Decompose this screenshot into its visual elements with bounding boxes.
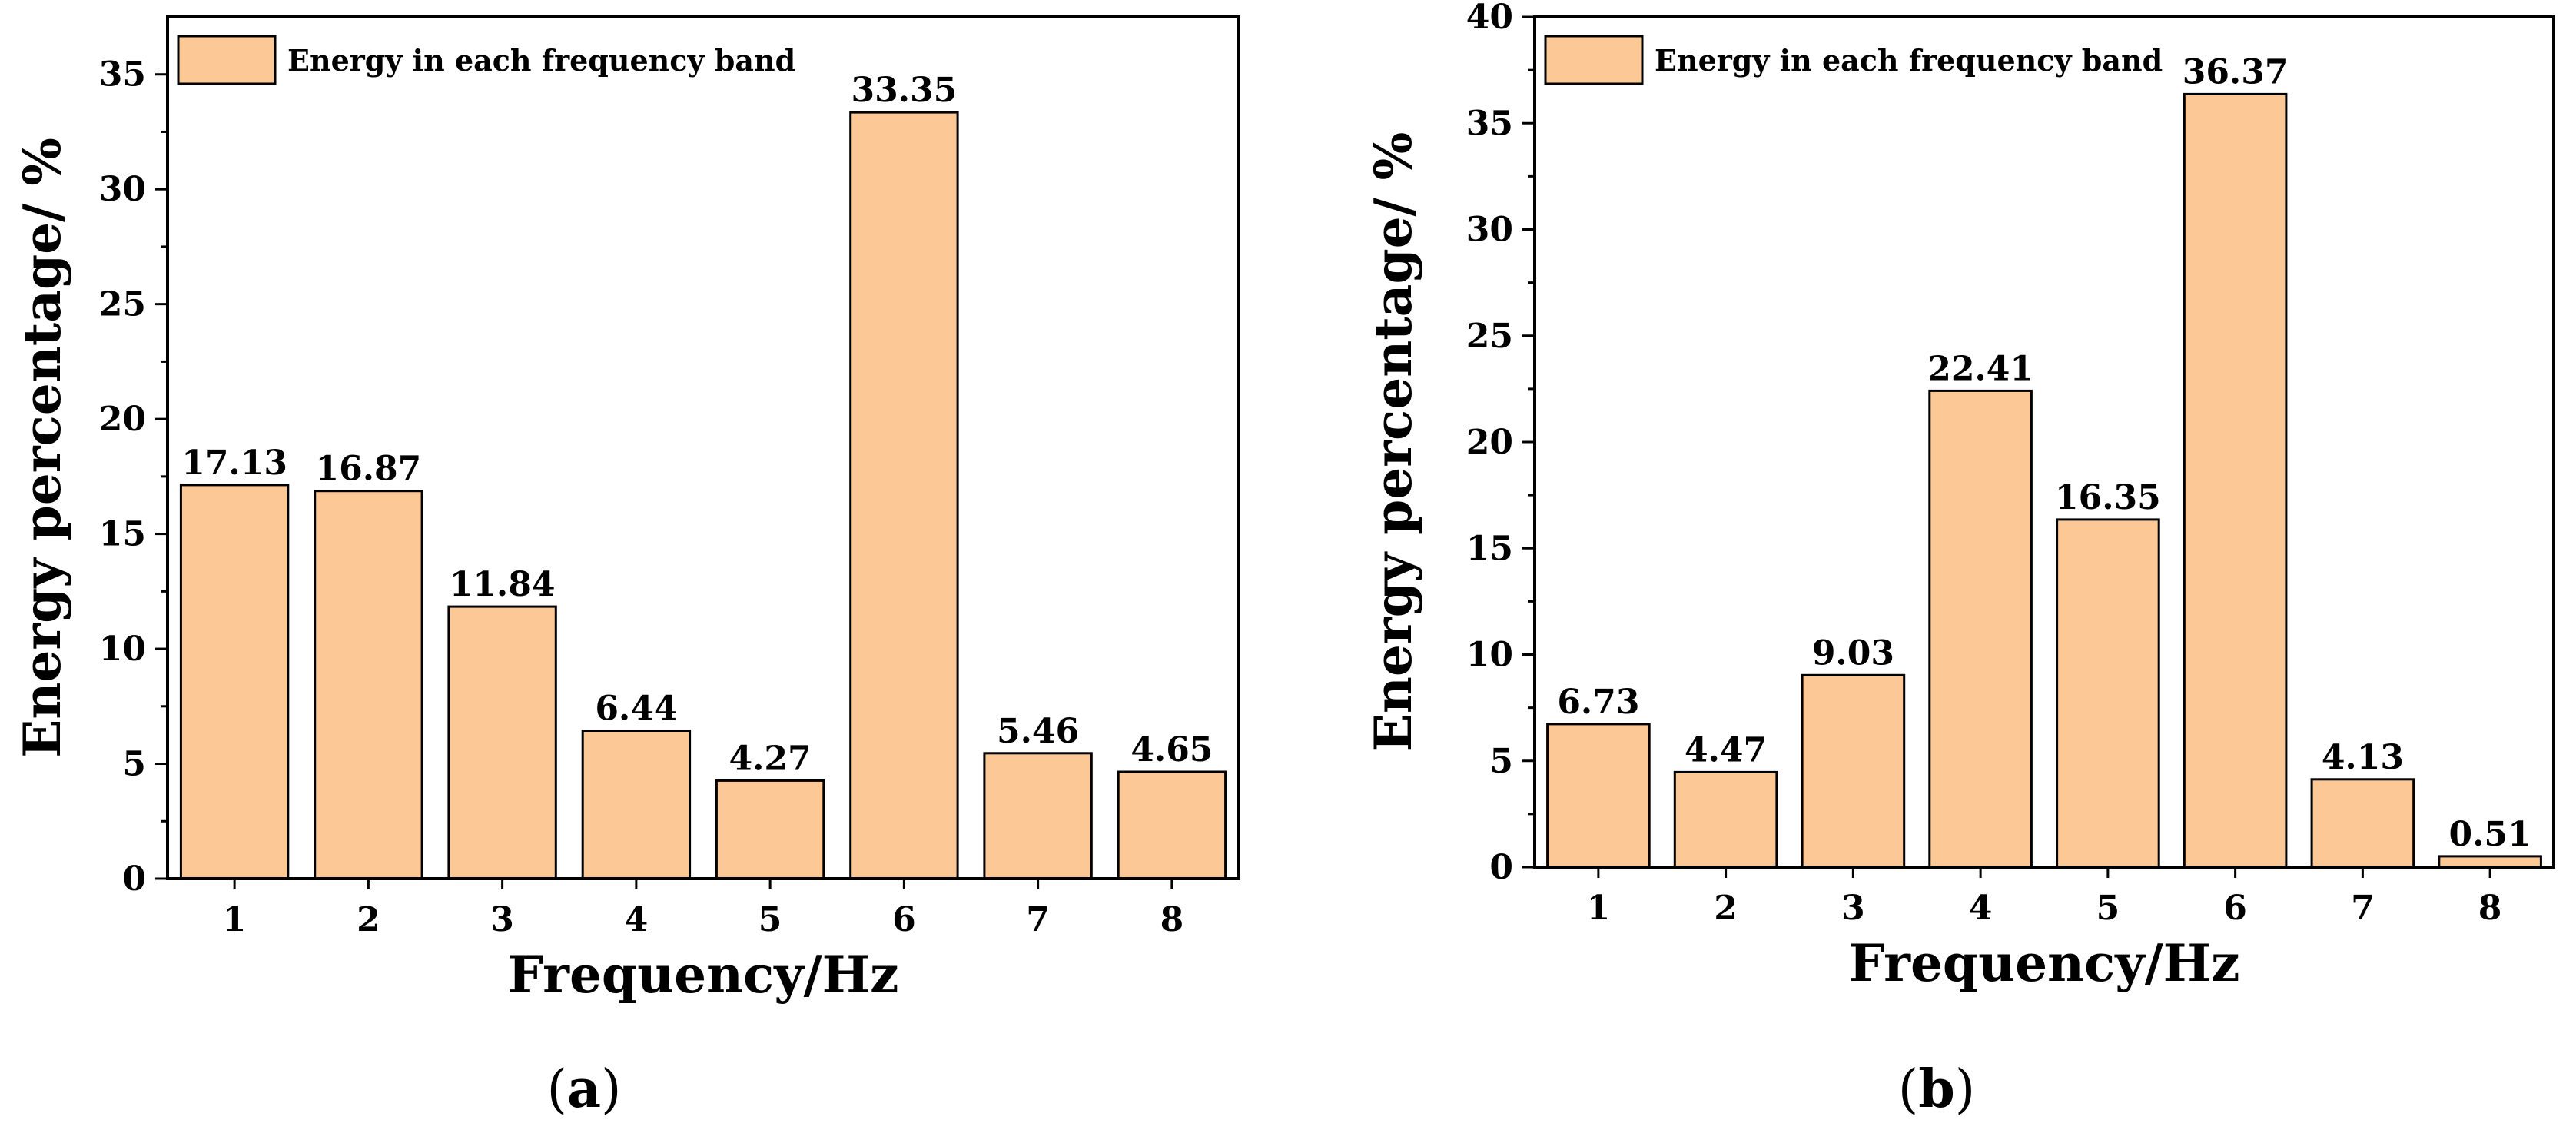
bar-3 (1801, 673, 1906, 869)
x-tick-label-5: 5 (759, 900, 782, 939)
y-tick-label-30: 30 (1466, 211, 1513, 250)
caption-letter: a (567, 1059, 601, 1120)
x-tick-label-8: 8 (1160, 900, 1184, 939)
legend-label: Energy in each frequency band (287, 43, 795, 78)
value-label-1: 6.73 (1557, 683, 1639, 722)
value-label-7: 5.46 (997, 712, 1079, 751)
y-tick-label-5: 5 (1489, 742, 1513, 781)
y-tick-label-20: 20 (99, 400, 146, 439)
bar-4 (581, 730, 692, 880)
y-tick-label-10: 10 (1466, 636, 1513, 675)
x-tick-label-4: 4 (1969, 889, 1993, 928)
y-tick-label-25: 25 (99, 285, 146, 324)
bar-7 (2310, 778, 2415, 869)
value-label-5: 4.27 (729, 739, 812, 778)
caption-close-paren: ) (1955, 1059, 1976, 1120)
y-tick-label-15: 15 (1466, 529, 1513, 568)
x-tick-label-1: 1 (223, 900, 247, 939)
value-label-8: 0.51 (2449, 815, 2531, 854)
y-tick-label-35: 35 (99, 55, 146, 95)
bar-3 (447, 605, 557, 880)
y-tick-label-20: 20 (1466, 423, 1513, 462)
x-tick-label-2: 2 (1714, 889, 1738, 928)
x-tick-label-5: 5 (2096, 889, 2120, 928)
plot-frame (1533, 15, 2555, 869)
x-tick-label-4: 4 (625, 900, 649, 939)
y-tick-label-25: 25 (1466, 317, 1513, 356)
bar-6 (849, 111, 959, 880)
bar-4 (1928, 389, 2033, 869)
x-tick-label-3: 3 (1841, 889, 1865, 928)
y-axis-title: Energy percentage/ % (12, 138, 72, 758)
x-axis-title: Frequency/Hz (1848, 933, 2239, 993)
y-tick-label-5: 5 (122, 745, 146, 784)
x-tick-label-8: 8 (2478, 889, 2502, 928)
value-label-3: 9.03 (1812, 633, 1894, 673)
caption-open-paren: ( (546, 1059, 567, 1120)
x-tick-label-6: 6 (2223, 889, 2247, 928)
caption-open-paren: ( (1898, 1059, 1919, 1120)
bar-7 (983, 752, 1093, 880)
x-tick-label-7: 7 (1026, 900, 1050, 939)
value-label-2: 4.47 (1685, 730, 1767, 769)
bar-8 (1117, 770, 1227, 880)
x-tick-label-7: 7 (2351, 889, 2375, 928)
value-label-1: 17.13 (181, 444, 287, 483)
value-label-4: 6.44 (595, 690, 677, 729)
y-tick-label-10: 10 (99, 630, 146, 669)
y-tick-label-30: 30 (99, 170, 146, 209)
legend-swatch (177, 35, 277, 85)
x-tick-label-2: 2 (357, 900, 380, 939)
value-label-5: 16.35 (2055, 478, 2161, 517)
bar-8 (2438, 855, 2542, 869)
caption-close-paren: ) (601, 1059, 622, 1120)
value-label-2: 16.87 (316, 450, 422, 489)
bar-2 (1673, 770, 1778, 869)
legend-label: Energy in each frequency band (1655, 43, 2163, 78)
x-tick-label-6: 6 (892, 900, 916, 939)
panel-caption-a: (a) (546, 1059, 621, 1120)
x-tick-label-3: 3 (490, 900, 514, 939)
panels: 17.13 1 16.87 2 11.84 3 6.44 4 4.27 5 33.35 6 5.46 7 4… (12, 0, 2555, 1120)
value-label-6: 33.35 (851, 71, 958, 110)
x-axis-title: Frequency/Hz (507, 945, 898, 1005)
caption-letter: b (1918, 1059, 1955, 1120)
value-label-4: 22.41 (1927, 349, 2033, 388)
x-tick-label-1: 1 (1587, 889, 1611, 928)
bar-1 (179, 484, 290, 880)
y-tick-label-0: 0 (1489, 848, 1513, 887)
value-label-3: 11.84 (450, 565, 556, 604)
legend-swatch (1544, 35, 1644, 85)
bar-5 (2056, 518, 2160, 869)
y-axis-title: Energy percentage/ % (1363, 132, 1423, 753)
bar-6 (2183, 92, 2288, 869)
value-label-6: 36.37 (2183, 52, 2289, 91)
y-tick-label-0: 0 (122, 859, 146, 899)
value-label-7: 4.13 (2322, 738, 2404, 777)
bar-5 (715, 779, 825, 880)
plot-frame (166, 15, 1240, 880)
chart-panel-b: 6.73 1 4.47 2 9.03 3 22.41 4 16.35 5 36.37 6 4.13 7 0.… (1363, 0, 2555, 1120)
bar-2 (314, 490, 423, 880)
chart-panel-a: 17.13 1 16.87 2 11.84 3 6.44 4 4.27 5 33.35 6 5.46 7 4… (12, 15, 1240, 1120)
y-tick-label-40: 40 (1466, 0, 1513, 37)
bar-1 (1546, 723, 1651, 869)
value-label-8: 4.65 (1130, 730, 1213, 769)
y-tick-label-35: 35 (1466, 104, 1513, 143)
panel-caption-b: (b) (1898, 1059, 1976, 1120)
y-tick-label-15: 15 (99, 515, 146, 554)
